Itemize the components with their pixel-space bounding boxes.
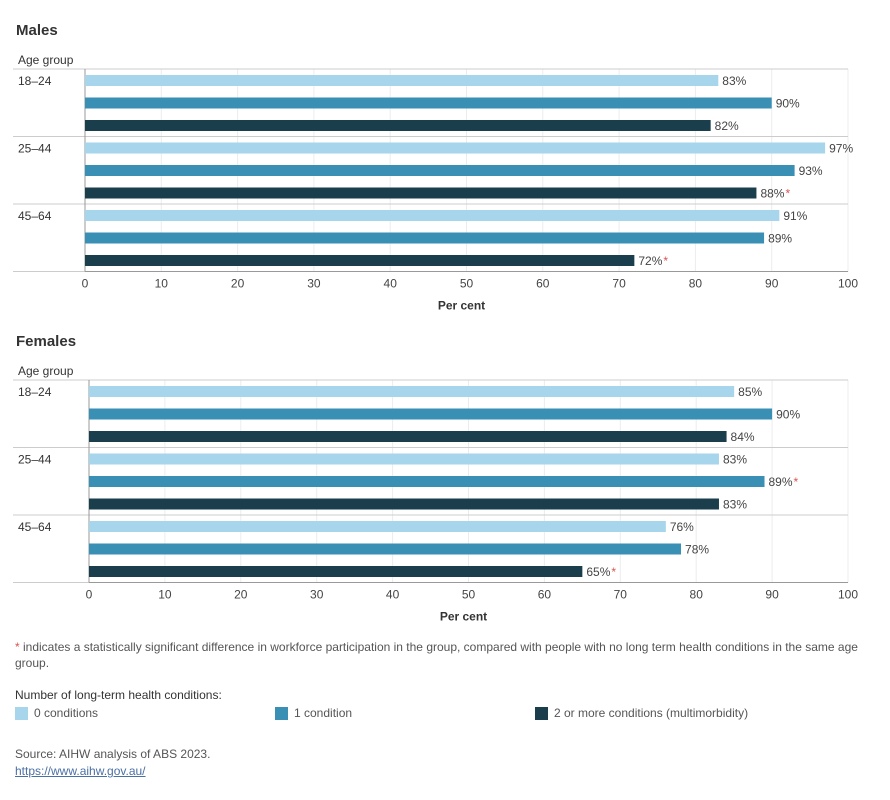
females-data-label: 90% bbox=[776, 408, 800, 422]
legend-item-1-condition[interactable]: 1 condition bbox=[275, 706, 352, 720]
males-x-axis-title: Per cent bbox=[438, 299, 485, 313]
males-data-label: 91% bbox=[783, 209, 807, 223]
legend-item-2plus-conditions[interactable]: 2 or more conditions (multimorbidity) bbox=[535, 706, 748, 720]
males-data-label: 90% bbox=[776, 97, 800, 111]
females-category-label: 45–64 bbox=[18, 520, 52, 534]
males-bar[interactable] bbox=[85, 165, 795, 176]
females-tick-label: 20 bbox=[234, 588, 248, 602]
females-panel-title: Females bbox=[16, 333, 77, 350]
males-tick-label: 70 bbox=[612, 277, 626, 291]
females-data-label: 83% bbox=[723, 498, 747, 512]
legend-swatch-0-conditions bbox=[15, 706, 28, 720]
footnote-text: indicates a statistically significant di… bbox=[15, 640, 858, 670]
females-category-header: Age group bbox=[18, 364, 74, 378]
males-tick-label: 30 bbox=[307, 277, 321, 291]
females-bar[interactable] bbox=[89, 521, 666, 532]
legend-item-0-conditions[interactable]: 0 conditions bbox=[15, 706, 98, 720]
males-bar[interactable] bbox=[85, 75, 719, 86]
legend-label-1-condition: 1 condition bbox=[294, 706, 353, 720]
females-tick-label: 80 bbox=[690, 588, 704, 602]
females-data-label: 83% bbox=[723, 453, 747, 467]
females-data-label: 65% bbox=[586, 565, 610, 579]
females-data-label: 76% bbox=[670, 520, 694, 534]
females-bar[interactable] bbox=[89, 498, 719, 510]
females-x-axis-title: Per cent bbox=[440, 610, 487, 624]
females-bar[interactable] bbox=[89, 543, 682, 555]
males-tick-label: 90 bbox=[765, 277, 779, 291]
males-bar[interactable] bbox=[85, 210, 780, 221]
males-bar[interactable] bbox=[85, 232, 765, 244]
females-tick-label: 90 bbox=[765, 588, 779, 602]
males-bar[interactable] bbox=[85, 187, 757, 199]
females-tick-label: 30 bbox=[310, 588, 324, 602]
females-tick-label: 0 bbox=[86, 588, 93, 602]
females-significance-star: * bbox=[794, 475, 799, 489]
source-note: Source: AIHW analysis of ABS 2023. bbox=[15, 747, 211, 761]
males-tick-label: 60 bbox=[536, 277, 550, 291]
males-tick-label: 100 bbox=[838, 277, 858, 291]
footnote-star: * bbox=[15, 640, 20, 654]
females-data-label: 84% bbox=[731, 430, 755, 444]
females-category-label: 25–44 bbox=[18, 453, 52, 467]
males-data-label: 83% bbox=[722, 74, 746, 88]
males-tick-label: 50 bbox=[460, 277, 474, 291]
females-bar[interactable] bbox=[89, 476, 765, 487]
legend-label-2plus-conditions: 2 or more conditions (multimorbidity) bbox=[554, 706, 749, 720]
females-data-label: 78% bbox=[685, 543, 709, 557]
legend-swatch-2plus-conditions bbox=[535, 706, 548, 720]
males-category-header: Age group bbox=[18, 53, 74, 67]
males-tick-label: 80 bbox=[689, 277, 703, 291]
females-tick-label: 60 bbox=[538, 588, 552, 602]
males-data-label: 97% bbox=[829, 142, 853, 156]
females-bar[interactable] bbox=[89, 408, 773, 420]
males-bar[interactable] bbox=[85, 142, 826, 154]
source-link[interactable]: https://www.aihw.gov.au/ bbox=[15, 764, 146, 778]
females-bar[interactable] bbox=[89, 453, 719, 465]
females-bar[interactable] bbox=[89, 386, 735, 397]
males-data-label: 89% bbox=[768, 232, 792, 246]
females-significance-star: * bbox=[611, 565, 616, 579]
males-category-label: 25–44 bbox=[18, 142, 52, 156]
females-bar[interactable] bbox=[89, 431, 727, 442]
males-tick-label: 40 bbox=[384, 277, 398, 291]
males-tick-label: 10 bbox=[155, 277, 169, 291]
males-bar[interactable] bbox=[85, 255, 635, 266]
significance-footnote: * indicates a statistically significant … bbox=[15, 639, 875, 671]
males-data-label: 82% bbox=[715, 119, 739, 133]
males-data-label: 72% bbox=[638, 254, 662, 268]
males-bar[interactable] bbox=[85, 120, 711, 131]
legend-swatch-1-condition bbox=[275, 706, 288, 720]
legend-title: Number of long-term health conditions: bbox=[15, 688, 222, 702]
males-panel-title: Males bbox=[16, 22, 58, 39]
females-tick-label: 40 bbox=[386, 588, 400, 602]
males-data-label: 88% bbox=[760, 187, 784, 201]
females-tick-label: 50 bbox=[462, 588, 476, 602]
males-tick-label: 0 bbox=[82, 277, 89, 291]
males-significance-star: * bbox=[663, 254, 668, 268]
males-data-label: 93% bbox=[799, 164, 823, 178]
males-category-label: 18–24 bbox=[18, 74, 52, 88]
males-significance-star: * bbox=[785, 187, 790, 201]
females-tick-label: 100 bbox=[838, 588, 858, 602]
females-tick-label: 10 bbox=[158, 588, 172, 602]
males-category-label: 45–64 bbox=[18, 209, 52, 223]
females-data-label: 85% bbox=[738, 385, 762, 399]
females-category-label: 18–24 bbox=[18, 385, 52, 399]
males-tick-label: 20 bbox=[231, 277, 245, 291]
females-tick-label: 70 bbox=[614, 588, 628, 602]
males-bar[interactable] bbox=[85, 97, 772, 109]
legend-label-0-conditions: 0 conditions bbox=[34, 706, 99, 720]
females-bar[interactable] bbox=[89, 566, 583, 577]
females-data-label: 89% bbox=[769, 475, 793, 489]
